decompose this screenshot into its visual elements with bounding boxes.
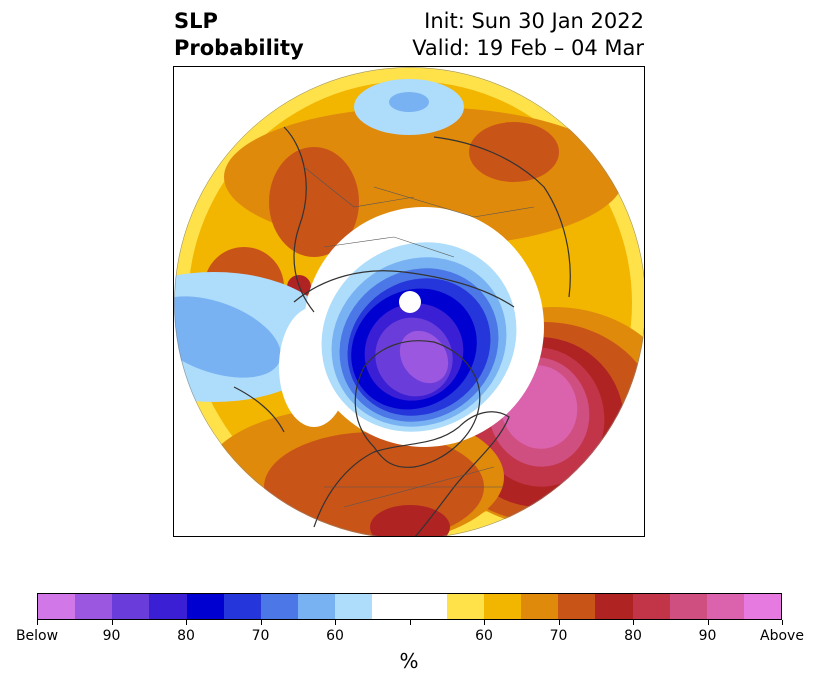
colorbar-swatch — [75, 594, 113, 619]
map-subtitle: Init: Sun 30 Jan 2022 Valid: 19 Feb – 04… — [412, 8, 644, 62]
colorbar-swatch — [483, 594, 522, 619]
coastlines — [233, 126, 571, 536]
colorbar-tick-label: 60 — [326, 628, 344, 644]
colorbar-swatch — [223, 594, 261, 619]
colorbar-tickmark — [111, 620, 113, 625]
colorbar-swatch — [521, 594, 559, 619]
europe-dark — [269, 147, 359, 257]
polar-map — [174, 67, 644, 536]
colorbar-tickmark — [558, 620, 560, 625]
colorbar-swatch — [149, 594, 187, 619]
colorbar-tick-label: 70 — [549, 628, 568, 644]
colorbar-swatch — [112, 594, 150, 619]
colorbar-swatch — [38, 594, 76, 619]
polar-purple — [399, 330, 449, 384]
colorbar-swatch — [558, 594, 596, 619]
top-blue — [389, 92, 429, 112]
colorbar-tickmark — [186, 620, 187, 625]
colorbar-swatch — [298, 594, 336, 619]
colorbar-tick-label: Below — [15, 628, 59, 644]
borders — [303, 166, 535, 508]
colorbar-swatch — [335, 594, 373, 619]
colorbar-swatch — [446, 594, 484, 619]
colorbar-tick-label: 90 — [698, 628, 717, 644]
pacific-mid-blue — [174, 296, 281, 378]
probability-colorbar — [37, 593, 782, 620]
pole-hole — [399, 291, 421, 313]
colorbar-tickmark — [260, 620, 262, 625]
colorbar-tickmark — [484, 620, 485, 625]
colorbar-tick-label: 60 — [475, 628, 493, 644]
colorbar-tick-label: 90 — [102, 628, 121, 644]
colorbar-tickmark — [409, 620, 411, 625]
disc-edge — [174, 67, 644, 536]
title-line-2: Probability — [174, 36, 304, 60]
colorbar-swatch — [372, 594, 410, 619]
colorbar-tickmark — [782, 620, 783, 625]
colorbar-tick-label: 80 — [177, 628, 195, 644]
siberia-dark — [469, 122, 559, 182]
colorbar-tickmark — [37, 620, 38, 625]
units-label: % — [399, 649, 419, 673]
colorbar-swatch — [186, 594, 224, 619]
title-line-1: SLP — [174, 9, 218, 33]
probability-map — [173, 66, 645, 537]
valid-range: Valid: 19 Feb – 04 Mar — [412, 36, 644, 60]
colorbar-swatch — [669, 594, 707, 619]
init-date: Init: Sun 30 Jan 2022 — [424, 9, 644, 33]
colorbar-tickmark — [633, 620, 634, 625]
colorbar-tick-label: 70 — [251, 628, 270, 644]
gulf-red — [370, 505, 450, 536]
colorbar-tick-label: 80 — [624, 628, 642, 644]
colorbar-tickmark — [707, 620, 709, 625]
colorbar-swatch — [743, 594, 782, 619]
colorbar-swatch — [595, 594, 633, 619]
colorbar-tickmark — [335, 620, 336, 625]
colorbar-tick-label: Above — [760, 628, 804, 644]
colorbar-swatch — [632, 594, 670, 619]
colorbar-swatch — [706, 594, 744, 619]
map-title: SLP Probability — [174, 8, 304, 62]
colorbar-swatch — [260, 594, 299, 619]
colorbar-swatch — [409, 594, 447, 619]
probability-field — [174, 67, 644, 536]
